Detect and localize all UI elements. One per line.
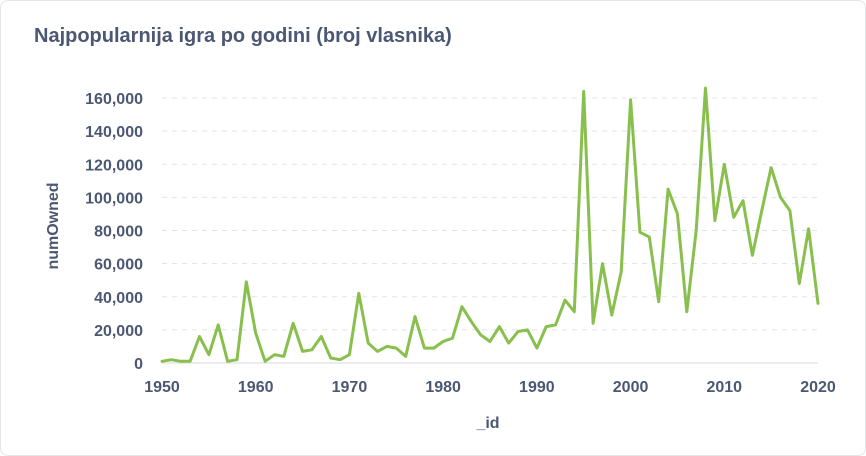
data-point[interactable] xyxy=(505,339,513,347)
data-point[interactable] xyxy=(542,323,550,331)
data-point[interactable] xyxy=(767,164,775,172)
data-point[interactable] xyxy=(467,318,475,326)
data-point[interactable] xyxy=(270,351,278,359)
data-point[interactable] xyxy=(589,319,597,327)
data-point[interactable] xyxy=(205,351,213,359)
data-point[interactable] xyxy=(477,331,485,339)
chart-title[interactable]: Najpopularnija igra po godini (broj vlas… xyxy=(34,25,452,47)
data-point[interactable] xyxy=(420,344,428,352)
data-point[interactable] xyxy=(411,313,419,321)
data-point[interactable] xyxy=(608,311,616,319)
data-point[interactable] xyxy=(158,357,166,365)
data-point[interactable] xyxy=(636,228,644,236)
data-point[interactable] xyxy=(748,251,756,259)
data-point[interactable] xyxy=(364,339,372,347)
data-point[interactable] xyxy=(795,280,803,288)
data-point[interactable] xyxy=(374,347,382,355)
data-point[interactable] xyxy=(336,356,344,364)
y-tick-label: 160,000 xyxy=(85,91,143,108)
data-point[interactable] xyxy=(289,319,297,327)
y-axis-ticks: 0 20,000 40,000 60,000 80,000 100,000 120,000 1… xyxy=(85,91,143,373)
data-point[interactable] xyxy=(617,268,625,276)
data-point[interactable] xyxy=(177,357,185,365)
x-tick-label: 1960 xyxy=(238,379,274,396)
data-point[interactable] xyxy=(308,346,316,354)
data-points xyxy=(158,84,822,365)
y-tick-label: 80,000 xyxy=(94,224,143,241)
data-point[interactable] xyxy=(383,342,391,350)
data-point[interactable] xyxy=(523,326,531,334)
data-point[interactable] xyxy=(570,308,578,316)
data-point[interactable] xyxy=(327,354,335,362)
data-point[interactable] xyxy=(552,321,560,329)
data-point[interactable] xyxy=(299,347,307,355)
data-point[interactable] xyxy=(261,357,269,365)
data-point[interactable] xyxy=(224,357,232,365)
data-point[interactable] xyxy=(233,356,241,364)
y-tick-label: 100,000 xyxy=(85,190,143,207)
data-point[interactable] xyxy=(580,87,588,95)
x-tick-label: 1990 xyxy=(519,379,555,396)
data-point[interactable] xyxy=(486,337,494,345)
data-point[interactable] xyxy=(561,296,569,304)
y-axis-label: numOwned xyxy=(45,182,62,269)
data-point[interactable] xyxy=(683,308,691,316)
data-point[interactable] xyxy=(730,213,738,221)
data-point[interactable] xyxy=(805,225,813,233)
data-point[interactable] xyxy=(449,334,457,342)
x-axis-label: _id xyxy=(475,415,499,432)
x-tick-label: 1950 xyxy=(144,379,180,396)
data-point[interactable] xyxy=(739,197,747,205)
data-point[interactable] xyxy=(645,233,653,241)
y-tick-label: 20,000 xyxy=(94,323,143,340)
data-point[interactable] xyxy=(280,352,288,360)
x-tick-label: 2010 xyxy=(706,379,742,396)
y-tick-label: 140,000 xyxy=(85,124,143,141)
data-point[interactable] xyxy=(598,260,606,268)
data-point[interactable] xyxy=(317,333,325,341)
x-tick-label: 1970 xyxy=(332,379,368,396)
data-point[interactable] xyxy=(242,278,250,286)
data-point[interactable] xyxy=(167,356,175,364)
data-point[interactable] xyxy=(758,207,766,215)
x-tick-label: 1980 xyxy=(425,379,461,396)
data-point[interactable] xyxy=(402,352,410,360)
data-point[interactable] xyxy=(345,351,353,359)
data-point[interactable] xyxy=(355,289,363,297)
data-point[interactable] xyxy=(777,193,785,201)
y-tick-label: 120,000 xyxy=(85,157,143,174)
data-point[interactable] xyxy=(720,160,728,168)
data-point[interactable] xyxy=(692,227,700,235)
data-point[interactable] xyxy=(786,207,794,215)
data-point[interactable] xyxy=(673,210,681,218)
data-point[interactable] xyxy=(514,328,522,336)
data-point[interactable] xyxy=(392,344,400,352)
y-tick-label: 40,000 xyxy=(94,290,143,307)
data-point[interactable] xyxy=(458,303,466,311)
data-point[interactable] xyxy=(664,185,672,193)
series-line[interactable] xyxy=(160,86,820,363)
x-tick-label: 2000 xyxy=(613,379,649,396)
data-point[interactable] xyxy=(533,344,541,352)
data-point[interactable] xyxy=(214,321,222,329)
data-point[interactable] xyxy=(430,344,438,352)
data-point[interactable] xyxy=(814,299,822,307)
data-point[interactable] xyxy=(655,298,663,306)
y-tick-label: 0 xyxy=(134,356,143,373)
data-point[interactable] xyxy=(627,96,635,104)
data-point[interactable] xyxy=(439,337,447,345)
x-axis-ticks: 1950 1960 1970 1980 1990 2000 2010 2020 xyxy=(144,379,836,396)
x-tick-label: 2020 xyxy=(800,379,836,396)
data-point[interactable] xyxy=(711,217,719,225)
data-point[interactable] xyxy=(252,329,260,337)
y-tick-label: 60,000 xyxy=(94,257,143,274)
data-point[interactable] xyxy=(495,323,503,331)
data-point[interactable] xyxy=(186,357,194,365)
data-point[interactable] xyxy=(702,84,710,92)
data-point[interactable] xyxy=(195,333,203,341)
grid-lines xyxy=(162,97,818,364)
